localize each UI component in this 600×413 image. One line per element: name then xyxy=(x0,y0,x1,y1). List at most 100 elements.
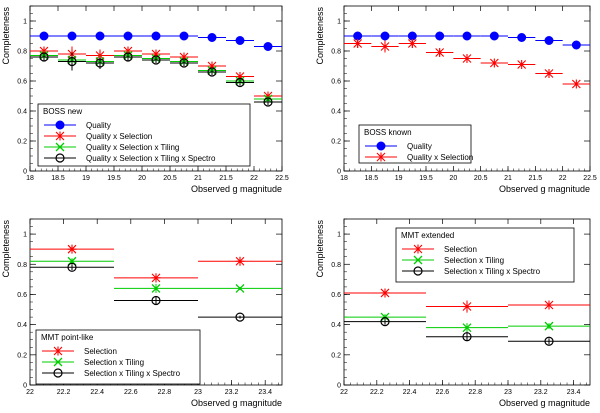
x-tick-label: 20 xyxy=(449,175,457,182)
legend-marker xyxy=(413,266,423,276)
data-point xyxy=(380,317,390,327)
legend-marker xyxy=(55,153,65,163)
legend: MMT point-like Selection Selection x Tilin… xyxy=(35,329,201,385)
chart-panel: 22 22.2 22.4 22.6 22.8 23 23.2 23.4 0 0.2 0.4 0.6 0.… xyxy=(315,218,591,408)
y-tick-label: 0.2 xyxy=(331,139,341,146)
data-series xyxy=(30,52,282,107)
x-tick-label: 21 xyxy=(504,175,512,182)
data-point xyxy=(151,55,161,65)
legend-marker xyxy=(413,255,423,265)
x-tick-label: 22 xyxy=(559,175,567,182)
x-tick-label: 22.2 xyxy=(370,389,384,396)
x-tick-label: 22.6 xyxy=(124,389,138,396)
x-tick-label: 20 xyxy=(138,175,146,182)
x-tick-label: 22.5 xyxy=(275,175,289,182)
data-point xyxy=(462,323,472,333)
legend-label: Selection xyxy=(444,245,477,254)
data-point xyxy=(462,302,472,312)
data-series xyxy=(30,46,282,101)
data-point xyxy=(544,300,554,310)
data-point xyxy=(67,56,77,67)
x-axis-title: Observed g magnitude xyxy=(191,184,282,194)
y-axis-title: Completeness xyxy=(315,220,325,278)
data-point xyxy=(207,33,217,42)
y-tick-label: 1 xyxy=(23,19,27,26)
legend-label: Selection xyxy=(84,347,117,356)
y-tick-label: 0.8 xyxy=(331,262,341,269)
y-tick-label: 0.4 xyxy=(331,109,341,116)
y-tick-label: 0.6 xyxy=(17,292,27,299)
x-tick-label: 21.5 xyxy=(529,175,543,182)
data-point xyxy=(263,97,273,107)
data-point xyxy=(571,40,581,50)
legend-label: Selection x Tiling x Spectro xyxy=(444,267,541,276)
x-tick-label: 22.8 xyxy=(468,389,482,396)
data-point xyxy=(544,36,554,45)
y-tick-label: 1 xyxy=(337,19,341,26)
x-tick-label: 23 xyxy=(504,389,512,396)
data-point xyxy=(517,33,527,42)
legend-label: Selection x Tiling xyxy=(84,358,144,367)
data-point xyxy=(263,42,273,51)
legend: BOSS new Quality Quality x Selection Qualit… xyxy=(37,103,251,167)
data-point xyxy=(95,31,105,41)
x-tick-label: 22.5 xyxy=(583,175,597,182)
y-tick-label: 0.8 xyxy=(331,49,341,56)
legend-label: Selection x Tiling xyxy=(444,256,504,265)
legend-marker xyxy=(55,120,65,130)
data-point xyxy=(39,31,49,41)
x-tick-label: 18 xyxy=(340,175,348,182)
data-point xyxy=(179,58,189,68)
data-point xyxy=(95,58,105,68)
data-point xyxy=(380,288,390,298)
legend-title: BOSS known xyxy=(364,128,412,137)
x-tick-label: 22 xyxy=(340,389,348,396)
x-tick-label: 19 xyxy=(395,175,403,182)
x-tick-label: 22.2 xyxy=(57,389,71,396)
x-tick-label: 21.5 xyxy=(219,175,233,182)
x-axis-title: Observed g magnitude xyxy=(499,184,590,194)
x-tick-label: 23 xyxy=(194,389,202,396)
x-tick-label: 21 xyxy=(194,175,202,182)
data-point xyxy=(462,31,472,41)
data-point xyxy=(517,60,527,69)
legend-box xyxy=(35,329,201,385)
data-point xyxy=(380,42,390,51)
legend-label: Selection x Tiling x Spectro xyxy=(84,369,181,378)
data-point xyxy=(435,31,445,41)
y-tick-label: 0.4 xyxy=(17,109,27,116)
x-tick-label: 19 xyxy=(82,175,90,182)
y-tick-label: 0.8 xyxy=(17,262,27,269)
x-tick-label: 22.4 xyxy=(403,389,417,396)
x-tick-label: 22.6 xyxy=(436,389,450,396)
legend-label: Quality x Selection xyxy=(407,153,473,162)
legend-marker xyxy=(376,141,386,151)
data-series xyxy=(344,288,590,313)
data-point xyxy=(207,67,217,77)
y-tick-label: 0.6 xyxy=(331,79,341,86)
data-point xyxy=(207,61,217,71)
data-point xyxy=(151,49,161,59)
x-tick-label: 18 xyxy=(26,175,34,182)
data-point xyxy=(67,31,77,41)
data-point xyxy=(151,295,161,306)
data-point xyxy=(489,58,499,68)
data-series xyxy=(344,39,590,89)
legend-label: Quality xyxy=(86,121,111,130)
y-tick-label: 0.6 xyxy=(331,292,341,299)
data-point xyxy=(123,31,133,41)
legend-marker xyxy=(55,131,65,141)
chart-panel: 18 18.5 19 19.5 20 20.5 21 21.5 22 22.5 0 0.2 0.4 0.6… xyxy=(1,5,289,194)
x-axis-title: Observed g magnitude xyxy=(191,398,282,408)
y-tick-label: 0.8 xyxy=(17,49,27,56)
data-point xyxy=(462,54,472,63)
y-tick-label: 0.4 xyxy=(17,322,27,329)
data-point xyxy=(380,31,390,41)
x-tick-label: 22 xyxy=(250,175,258,182)
data-point xyxy=(179,52,189,62)
data-point xyxy=(235,256,245,266)
legend: MMT extended Selection Selection x Tiling S… xyxy=(395,227,575,283)
x-tick-label: 22.4 xyxy=(90,389,104,396)
data-point xyxy=(67,262,77,272)
